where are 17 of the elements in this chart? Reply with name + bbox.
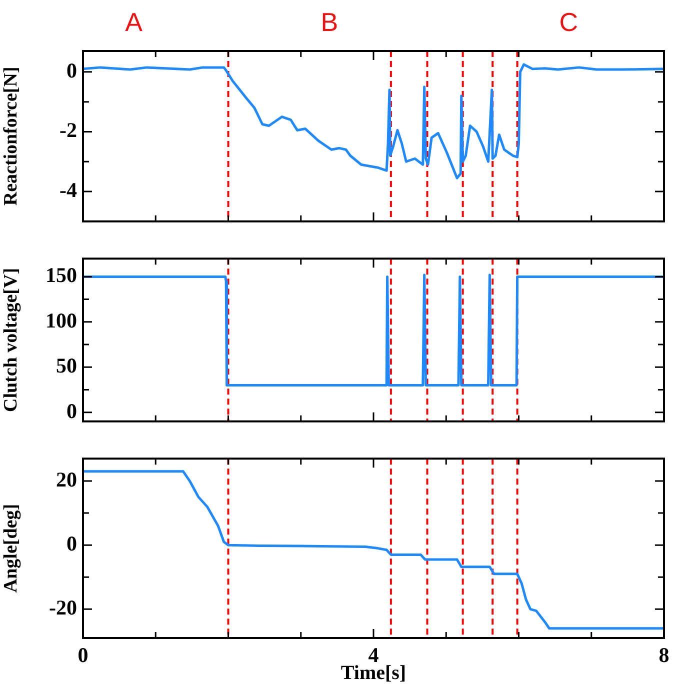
y-tick-label: 0	[66, 532, 77, 556]
text: B	[320, 7, 338, 38]
y-tick-label: 50	[56, 354, 77, 378]
y-tick-label: -2	[60, 118, 77, 142]
y-tick-label: 100	[46, 308, 77, 332]
y-tick-label: 0	[66, 398, 77, 423]
text: C	[559, 7, 578, 38]
y-axis-title: Reactionforce[N]	[0, 66, 22, 206]
text: A	[125, 7, 144, 38]
y-axis-title: Clutch voltage[V]	[0, 268, 22, 412]
y-tick-label: 0	[66, 58, 77, 82]
y-tick-label: 20	[56, 467, 77, 492]
y-tick-label: -20	[49, 596, 77, 620]
y-tick-label: -4	[60, 178, 78, 202]
y-axis-title: Angle[deg]	[0, 504, 22, 593]
y-tick-label: 150	[46, 263, 77, 288]
x-tick-label: 8	[658, 643, 670, 668]
